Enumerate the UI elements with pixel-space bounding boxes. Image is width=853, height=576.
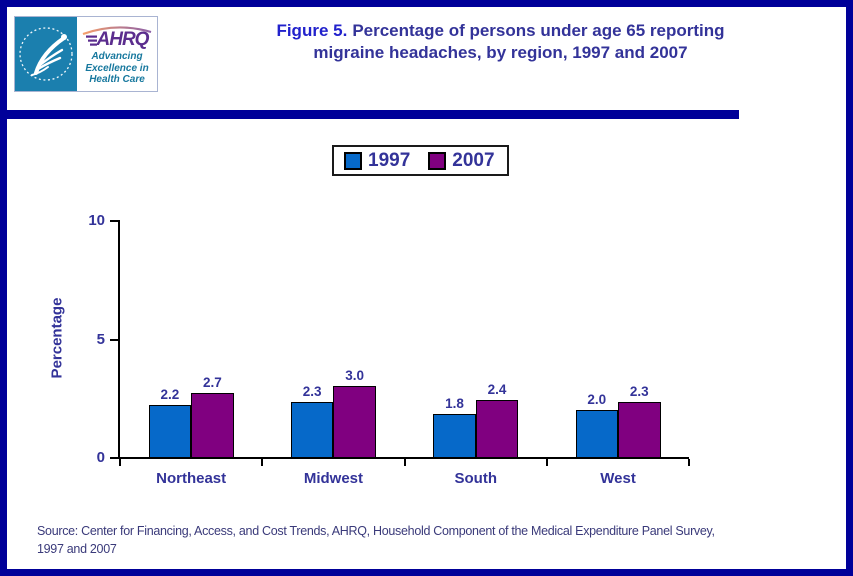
- bar-2007-south: [475, 400, 519, 458]
- source-line: 1997 and 2007: [37, 541, 117, 556]
- y-axis-title: Percentage: [48, 297, 66, 379]
- figure-title: Figure 5. Percentage of persons under age…: [170, 20, 831, 64]
- x-tick: [261, 459, 264, 466]
- source-line: Source: Center for Financing, Access, an…: [37, 524, 715, 538]
- bar-value-2007-northeast: 2.7: [203, 375, 222, 390]
- source-note: Source: Center for Financing, Access, an…: [37, 523, 837, 558]
- hhs-eagle-icon: [19, 27, 73, 81]
- ahrq-brand-panel: AHRQ Advancing Excellence in Health Care: [77, 17, 157, 91]
- ahrq-logo: AHRQ Advancing Excellence in Health Care: [14, 16, 158, 92]
- chart-legend: 1997 2007: [332, 145, 509, 176]
- y-tick: [110, 338, 119, 341]
- hhs-seal-panel: [15, 17, 77, 91]
- tagline-line: Excellence in: [85, 62, 149, 74]
- bar-value-2007-south: 2.4: [487, 382, 507, 398]
- category-label-south: South: [454, 470, 498, 487]
- x-axis-line: [118, 457, 689, 459]
- legend-item-1997: 1997: [344, 151, 410, 170]
- speed-lines-icon: [85, 35, 97, 46]
- ahrq-tagline: Advancing Excellence in Health Care: [85, 51, 148, 86]
- x-tick: [119, 459, 121, 466]
- figure-number-label: Figure 5.: [276, 21, 348, 40]
- bar-2007-midwest: [333, 385, 376, 458]
- bar-1997-south: [433, 414, 476, 458]
- category-label-west: West: [600, 470, 636, 487]
- y-tick: [110, 220, 119, 222]
- x-tick: [545, 459, 548, 466]
- y-tick: [110, 457, 119, 459]
- y-tick-label: 0: [96, 449, 105, 466]
- x-tick: [688, 459, 691, 466]
- bar-value-1997-northeast: 2.2: [160, 386, 180, 402]
- arc-swoosh-icon: [81, 22, 153, 36]
- category-label-northeast: Northeast: [156, 470, 227, 487]
- legend-label: 2007: [452, 150, 495, 171]
- bar-value-2007-midwest: 3.0: [345, 367, 365, 383]
- bar-2007-west: [618, 402, 661, 458]
- tagline-line: Health Care: [89, 74, 145, 86]
- bar-value-2007-west: 2.3: [629, 384, 649, 400]
- bar-2007-northeast: [191, 393, 234, 458]
- y-axis-line: [118, 220, 120, 459]
- legend-item-2007: 2007: [428, 150, 495, 171]
- figure-title-text: Percentage of persons under age 65 repor…: [313, 21, 725, 62]
- bar-1997-northeast: [148, 404, 192, 458]
- bar-value-1997-west: 2.0: [587, 391, 607, 407]
- bar-1997-midwest: [290, 402, 334, 458]
- legend-swatch-1997: [344, 151, 362, 170]
- x-tick: [403, 459, 406, 466]
- legend-swatch-2007: [428, 151, 447, 170]
- legend-label: 1997: [368, 150, 411, 171]
- category-label-midwest: Midwest: [303, 470, 364, 487]
- ahrq-wordmark: AHRQ: [96, 29, 150, 51]
- bar-value-1997-south: 1.8: [445, 396, 464, 412]
- bar-value-1997-midwest: 2.3: [302, 384, 322, 400]
- bar-1997-west: [575, 409, 619, 458]
- y-tick-label: 10: [88, 212, 105, 229]
- y-tick-label: 5: [96, 330, 105, 348]
- header-divider-bar: [0, 110, 739, 119]
- tagline-line: Advancing: [91, 51, 143, 63]
